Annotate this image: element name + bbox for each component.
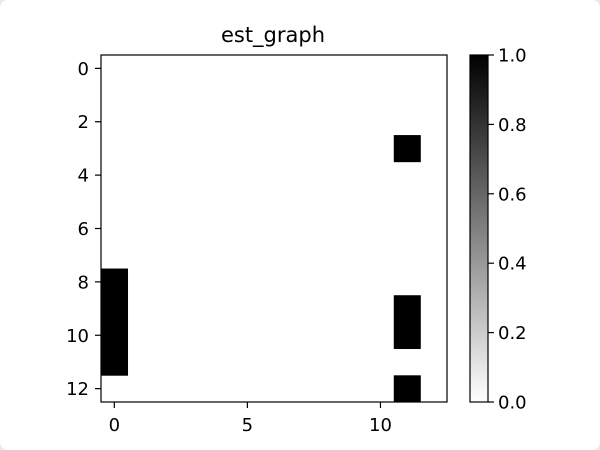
heatmap-cell bbox=[101, 321, 129, 350]
y-tick-label: 12 bbox=[66, 379, 89, 400]
y-tick-label: 8 bbox=[78, 272, 89, 293]
x-tick-label: 10 bbox=[369, 415, 392, 436]
y-tick-label: 0 bbox=[78, 59, 89, 80]
colorbar-tick-label: 0.0 bbox=[498, 393, 527, 414]
heatmap-cell bbox=[393, 135, 421, 163]
heatmap-cell bbox=[101, 295, 129, 323]
heatmap-cell bbox=[393, 375, 421, 403]
colorbar-tick-label: 0.8 bbox=[498, 115, 527, 136]
x-axis-ticks: 0 5 10 bbox=[109, 402, 392, 436]
y-axis-ticks: 0 2 4 6 8 10 12 bbox=[66, 59, 101, 400]
colorbar-border bbox=[469, 54, 489, 403]
colorbar-gradient bbox=[470, 55, 488, 402]
y-tick-label: 6 bbox=[78, 219, 89, 240]
heatmap-cell bbox=[101, 348, 129, 376]
heatmap-cell bbox=[393, 295, 421, 323]
colorbar-tick-label: 0.2 bbox=[498, 323, 527, 344]
colorbar-tick-label: 0.6 bbox=[498, 184, 527, 205]
y-tick-label: 2 bbox=[78, 112, 89, 133]
x-tick-label: 0 bbox=[109, 415, 120, 436]
heatmap-cell bbox=[393, 321, 421, 350]
x-tick-label: 5 bbox=[242, 415, 253, 436]
colorbar-tick-label: 1.0 bbox=[498, 46, 527, 67]
chart-title: est_graph bbox=[221, 23, 325, 48]
plot-area-background bbox=[101, 55, 447, 402]
y-tick-label: 4 bbox=[78, 166, 89, 187]
heatmap-cell bbox=[101, 268, 129, 296]
y-tick-label: 10 bbox=[66, 326, 89, 347]
colorbar-ticks: 0.0 0.2 0.4 0.6 0.8 1.0 bbox=[488, 46, 527, 414]
heatmap-cells bbox=[101, 135, 421, 403]
colorbar-tick-label: 0.4 bbox=[498, 254, 527, 275]
